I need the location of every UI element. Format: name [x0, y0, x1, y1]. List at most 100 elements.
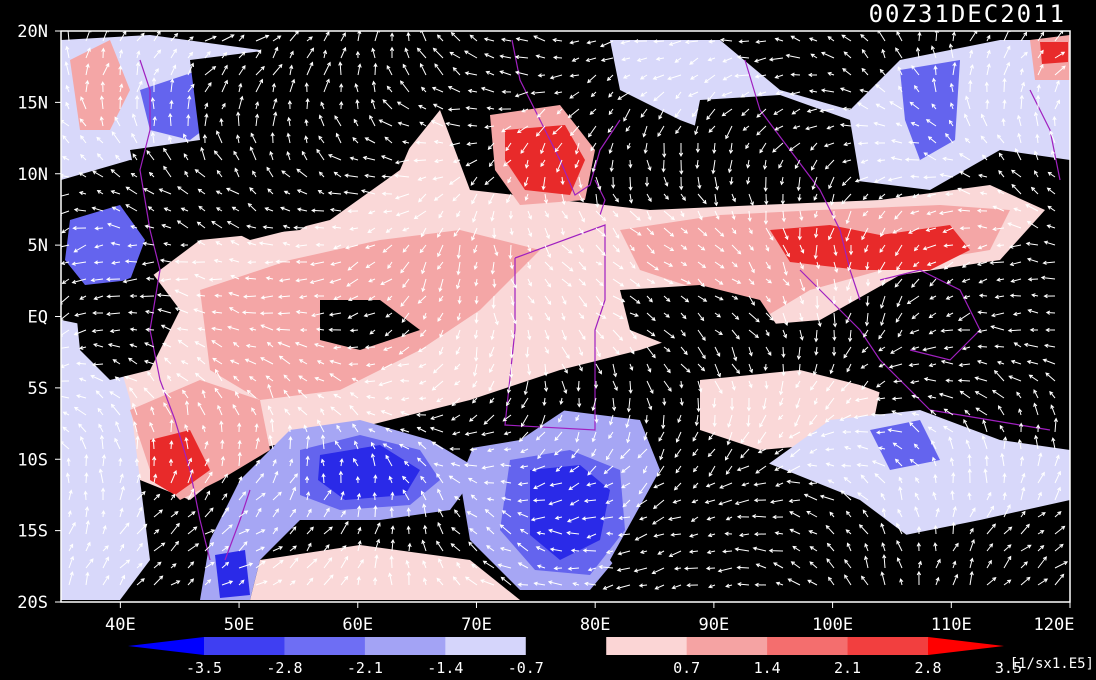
wind-arrow — [368, 210, 376, 215]
wind-arrow — [1012, 311, 1022, 316]
wind-arrow — [220, 455, 225, 467]
wind-arrow — [857, 141, 869, 146]
wind-arrow — [474, 278, 479, 287]
wind-arrow — [566, 516, 580, 523]
wind-arrow — [590, 91, 597, 98]
wind-arrow — [714, 295, 724, 301]
wind-arrow — [870, 412, 886, 417]
wind-arrow — [1026, 257, 1039, 263]
wind-arrow — [510, 329, 515, 339]
wind-arrow — [318, 171, 325, 178]
wind-arrow — [621, 465, 631, 473]
wind-arrow — [62, 156, 70, 161]
wind-arrow — [157, 308, 172, 314]
wind-arrow — [295, 243, 308, 249]
wind-arrow — [364, 345, 376, 350]
wind-arrow — [980, 113, 988, 127]
wind-arrow — [241, 310, 257, 315]
wind-arrow — [1046, 224, 1056, 229]
wind-arrow — [629, 346, 635, 355]
wind-arrow — [807, 579, 818, 586]
zero-band-east — [620, 285, 780, 360]
wind-arrow — [896, 261, 903, 271]
wind-arrow — [792, 125, 801, 130]
wind-arrow — [66, 457, 71, 467]
wind-arrow — [663, 278, 674, 285]
wind-arrow — [455, 346, 461, 356]
wind-arrow — [238, 476, 243, 484]
wind-arrow — [450, 462, 461, 467]
wind-arrow — [169, 440, 174, 450]
wind-arrow — [675, 125, 682, 135]
wind-arrow — [599, 40, 614, 48]
wind-arrow — [663, 227, 675, 237]
wind-arrow — [998, 152, 1005, 161]
wind-arrow — [523, 380, 529, 396]
wind-arrow — [524, 159, 529, 169]
wind-arrow — [680, 210, 685, 218]
wind-arrow — [586, 40, 597, 45]
wind-arrow — [329, 373, 342, 382]
wind-arrow — [417, 346, 427, 353]
wind-arrow — [646, 380, 654, 395]
wind-arrow — [456, 261, 461, 276]
wind-arrow — [418, 363, 427, 368]
wind-arrow — [828, 176, 835, 190]
wind-arrow — [606, 74, 614, 82]
wind-arrow — [959, 226, 971, 231]
wind-arrow — [102, 556, 109, 569]
wind-arrow — [949, 102, 954, 110]
wind-arrow — [1047, 171, 1056, 178]
wind-arrow — [969, 49, 974, 59]
wind-arrow — [163, 207, 172, 212]
coast-srilanka — [594, 179, 606, 216]
colorbar-segment — [525, 637, 607, 655]
wind-arrow — [416, 47, 427, 59]
wind-arrow — [846, 397, 852, 405]
wind-arrow — [493, 244, 499, 257]
wind-arrow — [492, 278, 497, 289]
wind-arrow — [561, 346, 570, 359]
wind-arrow — [819, 494, 835, 501]
wind-arrow — [661, 159, 666, 173]
wind-arrow — [896, 557, 903, 569]
wind-arrow — [687, 91, 699, 97]
wind-arrow — [612, 227, 620, 239]
wind-arrow — [390, 538, 395, 552]
wind-arrow — [306, 61, 314, 76]
wind-arrow — [65, 45, 70, 59]
wind-arrow — [808, 89, 818, 94]
wind-arrow — [79, 118, 87, 127]
wind-arrow — [532, 498, 546, 503]
wind-arrow — [646, 363, 652, 373]
wind-arrow — [806, 511, 818, 518]
wind-arrow — [106, 311, 121, 317]
wind-arrow — [71, 278, 87, 284]
wind-arrow — [741, 482, 750, 487]
wind-arrow — [928, 312, 937, 319]
wind-arrow — [237, 451, 242, 467]
wind-arrow — [549, 547, 563, 552]
wind-arrow — [982, 419, 988, 433]
wind-arrow — [539, 414, 546, 429]
x-tick-label: 80E — [580, 615, 611, 635]
wind-arrow — [799, 312, 804, 322]
wind-arrow — [238, 82, 243, 93]
wind-arrow — [926, 193, 937, 198]
wind-arrow — [830, 193, 835, 206]
wind-arrow — [574, 142, 580, 155]
wind-arrow — [153, 542, 166, 552]
wind-arrow — [152, 455, 157, 467]
wind-arrow — [810, 142, 818, 151]
wind-arrow — [617, 91, 631, 100]
wind-arrow — [765, 261, 771, 270]
wind-arrow — [933, 65, 938, 76]
wind-arrow — [1010, 359, 1022, 365]
wind-arrow — [419, 329, 427, 337]
wind-arrow — [985, 99, 990, 110]
wind-arrow — [535, 546, 546, 552]
wind-arrow — [638, 482, 648, 495]
wind-arrow — [782, 227, 789, 241]
wind-arrow — [911, 394, 920, 399]
